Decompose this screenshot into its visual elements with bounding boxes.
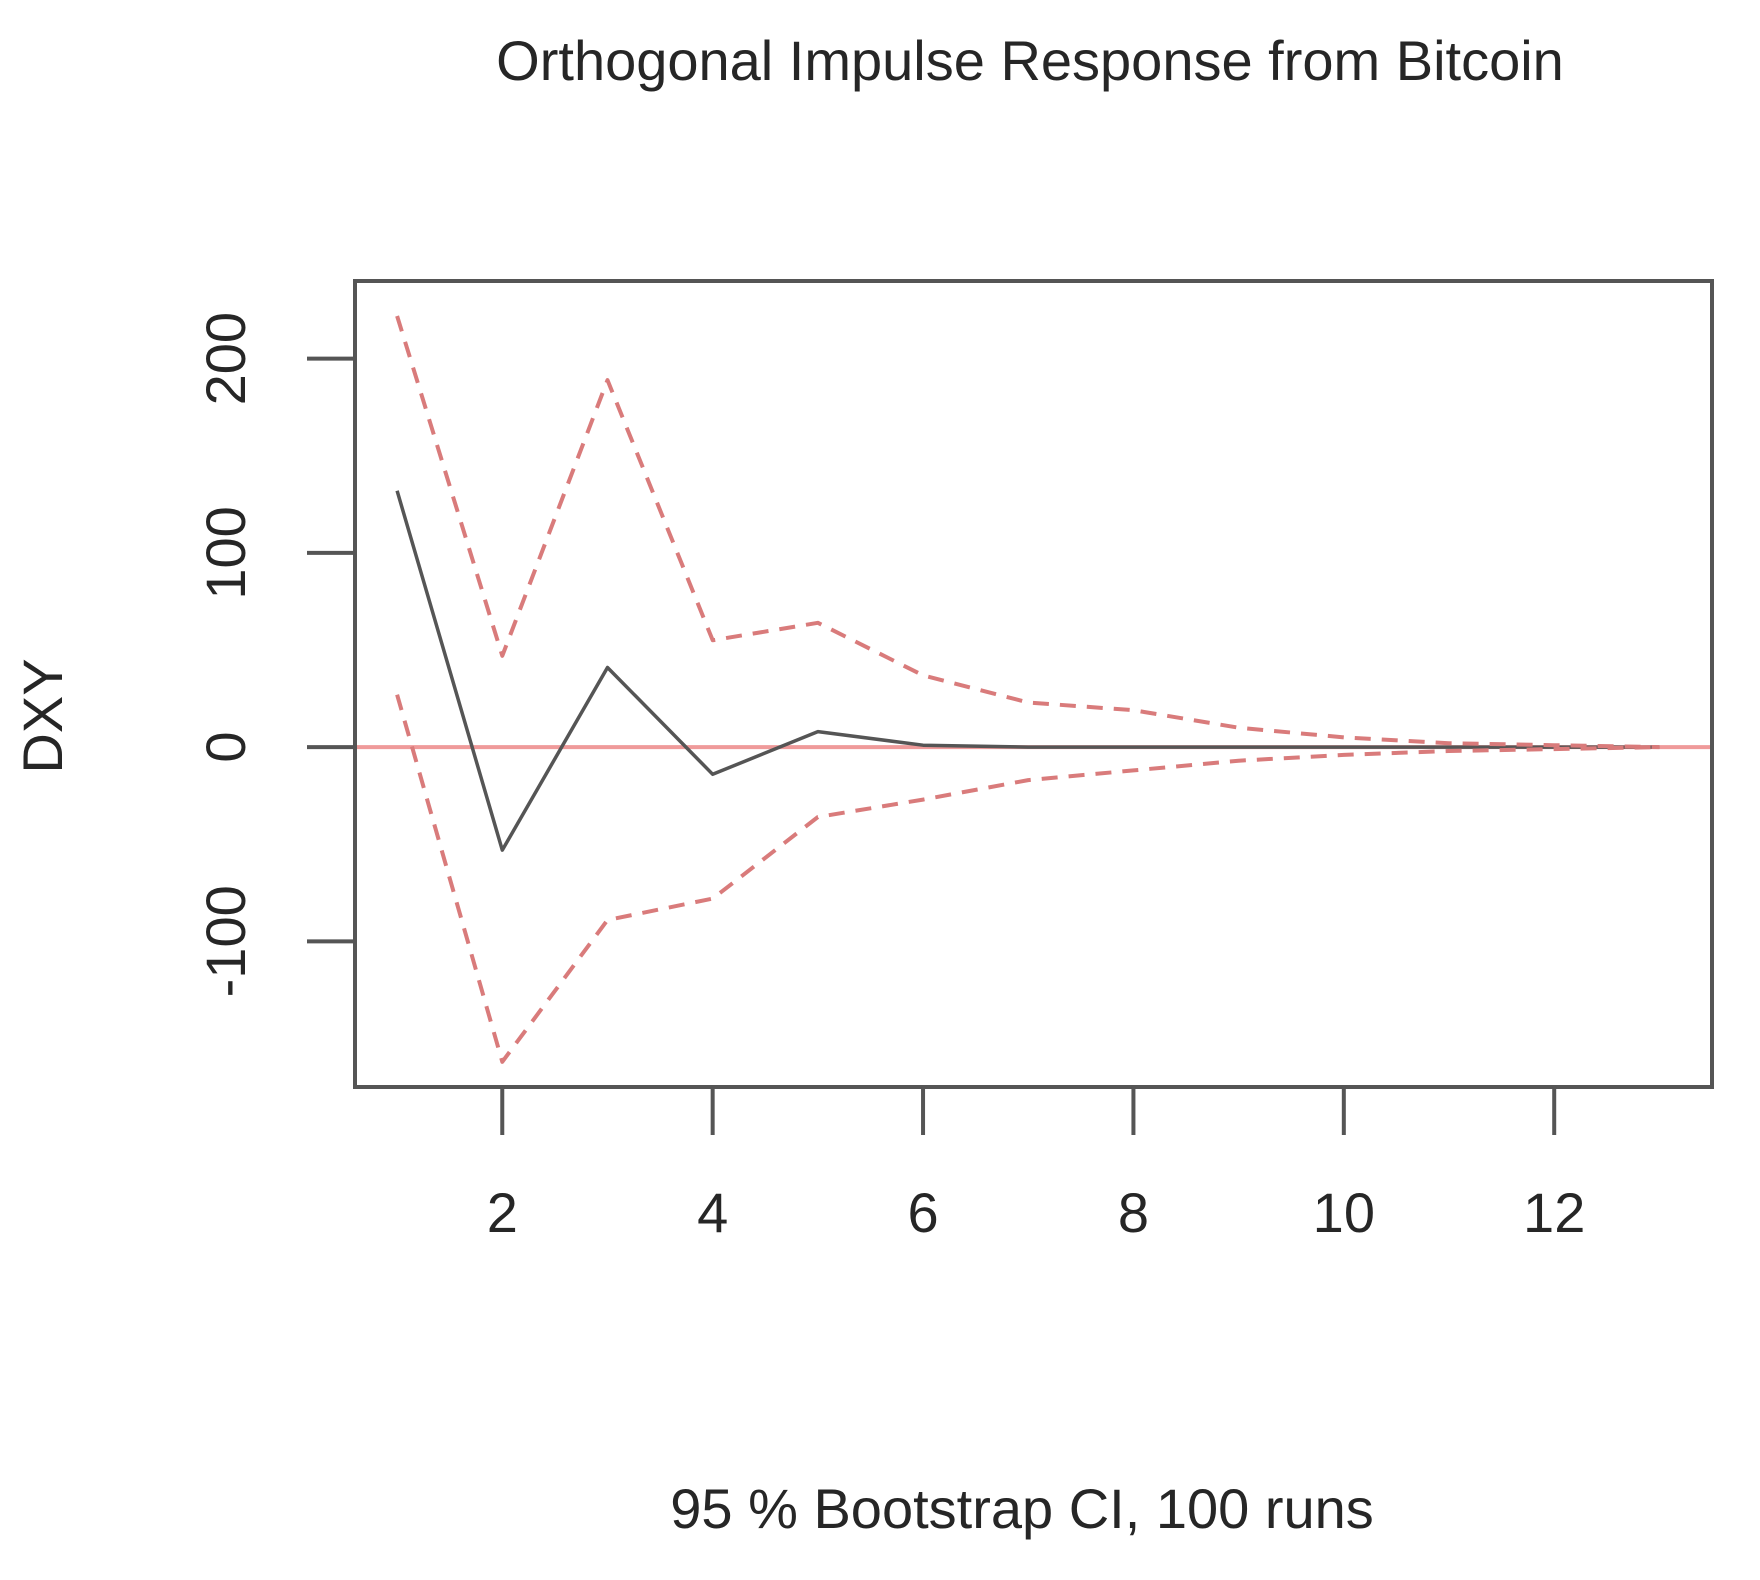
y-tick-label: 0: [194, 732, 257, 763]
series-line-upper: [395, 315, 1660, 750]
series-line-response: [395, 490, 1660, 852]
x-tick-label: 8: [1118, 1181, 1149, 1244]
chart-title: Orthogonal Impulse Response from Bitcoin: [496, 29, 1564, 92]
y-tick-label: -100: [194, 885, 257, 997]
y-axis-label: DXY: [11, 658, 74, 773]
plot-frame: [353, 279, 1714, 1089]
x-axis-label: 95 % Bootstrap CI, 100 runs: [670, 1477, 1374, 1540]
x-tick-label: 2: [487, 1181, 518, 1244]
x-tick-label: 4: [697, 1181, 728, 1244]
y-tick-label: 200: [194, 312, 257, 405]
x-tick-label: 12: [1523, 1181, 1585, 1244]
x-tick-label: 6: [907, 1181, 938, 1244]
y-tick-label: 100: [194, 506, 257, 599]
series-line-lower: [395, 694, 1660, 1064]
plot-layer: 2 4 6 8 10 12 -100 0 100 200: [194, 279, 1714, 1244]
x-tick-label: 10: [1313, 1181, 1375, 1244]
